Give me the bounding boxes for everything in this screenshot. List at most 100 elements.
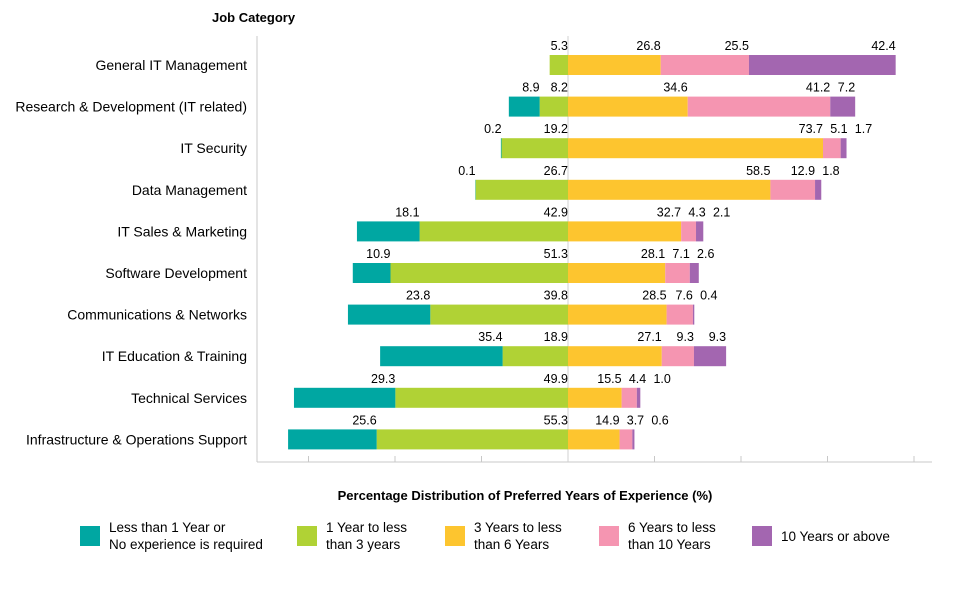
value-label: 7.1: [672, 247, 689, 261]
bar-6-years-to-less-than-10-years: [665, 263, 690, 283]
legend-swatch: [445, 526, 465, 546]
value-label: 42.9: [544, 205, 568, 219]
value-label: 4.4: [629, 372, 646, 386]
row-it-education-training: IT Education & Training 35.4 18.9 27.1 9.3 9.…: [102, 330, 727, 367]
value-label: 1.0: [653, 372, 670, 386]
legend-swatch: [80, 526, 100, 546]
value-label: 34.6: [663, 81, 687, 95]
bar-3-years-to-less-than-6-years: [568, 429, 620, 450]
row-data-management: Data Management 0.1 26.7 58.5 12.9 1.8: [132, 164, 840, 200]
value-label: 18.9: [544, 330, 568, 344]
bar-1-year-to-less-than-3-years: [376, 429, 568, 450]
value-label: 0.1: [458, 164, 475, 178]
legend: Less than 1 Year or No experience is requ…: [80, 520, 890, 552]
value-label: 3.7: [627, 413, 644, 427]
value-label: 51.3: [544, 247, 568, 261]
bar-10-years-or-above: [692, 304, 695, 325]
legend-label: Less than 1 Year or: [109, 520, 226, 535]
category-label: Data Management: [132, 182, 247, 198]
legend-swatch: [297, 526, 317, 546]
value-label: 26.7: [544, 164, 568, 178]
legend-label: 1 Year to less: [326, 520, 407, 535]
value-label: 35.4: [478, 330, 502, 344]
legend-label: 6 Years to less: [628, 520, 716, 535]
legend-item-6-years-to-less-than-10-years: 6 Years to less than 10 Years: [599, 520, 716, 552]
value-label: 7.6: [676, 289, 693, 303]
bar-3-years-to-less-than-6-years: [568, 55, 661, 75]
bar-10-years-or-above: [840, 138, 847, 159]
row-research-development-it-related: Research & Development (IT related) 8.9 8.…: [15, 81, 855, 117]
row-it-sales-marketing: IT Sales & Marketing 18.1 42.9 32.7 4.3 2.1: [117, 205, 730, 242]
value-label: 19.2: [544, 122, 568, 136]
value-label: 8.9: [522, 81, 539, 95]
value-label: 14.9: [595, 413, 619, 427]
row-it-security: IT Security 0.2 19.2 73.7 5.1 1.7: [180, 122, 872, 159]
bar-6-years-to-less-than-10-years: [666, 304, 693, 325]
value-label: 10.9: [366, 247, 390, 261]
row-infrastructure-operations-support: Infrastructure & Operations Support 25.6 5…: [26, 413, 669, 450]
value-label: 25.5: [725, 39, 749, 53]
y-axis-title: Job Category: [212, 10, 296, 25]
bar-3-years-to-less-than-6-years: [568, 387, 622, 408]
bar-6-years-to-less-than-10-years: [621, 387, 637, 408]
bar-less-than-1-year-or-no-experience-is-required: [288, 429, 377, 450]
bar-3-years-to-less-than-6-years: [568, 346, 662, 367]
value-label: 26.8: [636, 39, 660, 53]
x-axis-title: Percentage Distribution of Preferred Yea…: [338, 488, 713, 503]
bar-less-than-1-year-or-no-experience-is-required: [293, 387, 396, 408]
value-label: 0.2: [484, 122, 501, 136]
value-label: 1.7: [855, 122, 872, 136]
category-label: Communications & Networks: [67, 307, 247, 323]
bar-10-years-or-above: [696, 221, 704, 242]
legend-label: than 3 years: [326, 537, 401, 552]
bar-6-years-to-less-than-10-years: [687, 96, 831, 117]
x-axis-ticks: [308, 456, 915, 462]
category-label: IT Security: [180, 140, 247, 156]
bar-1-year-to-less-than-3-years: [419, 221, 568, 242]
bar-6-years-to-less-than-10-years: [661, 346, 694, 367]
category-label: Software Development: [105, 265, 247, 281]
value-label: 27.1: [637, 330, 661, 344]
bar-6-years-to-less-than-10-years: [660, 55, 749, 75]
value-label: 39.8: [544, 289, 568, 303]
bar-1-year-to-less-than-3-years: [395, 387, 568, 408]
bar-1-year-to-less-than-3-years: [502, 346, 568, 367]
value-label: 12.9: [791, 164, 815, 178]
value-label: 29.3: [371, 372, 395, 386]
value-label: 15.5: [597, 372, 621, 386]
bar-3-years-to-less-than-6-years: [568, 304, 667, 325]
legend-label: 10 Years or above: [781, 529, 890, 544]
bar-3-years-to-less-than-6-years: [568, 221, 682, 242]
bar-less-than-1-year-or-no-experience-is-required: [347, 304, 431, 325]
legend-label: No experience is required: [109, 537, 263, 552]
value-label: 0.4: [700, 289, 717, 303]
legend-item-less-than-1-year-or-no-experience-is-required: Less than 1 Year or No experience is requ…: [80, 520, 263, 552]
category-label: Technical Services: [131, 390, 247, 406]
bar-1-year-to-less-than-3-years: [430, 304, 568, 325]
bar-rows: General IT Management 5.3 26.8 25.5 42.4 Rese…: [15, 39, 896, 450]
row-communications-networks: Communications & Networks 23.8 39.8 28.5 7.6…: [67, 289, 718, 325]
value-label: 2.6: [697, 247, 714, 261]
bar-less-than-1-year-or-no-experience-is-required: [380, 346, 503, 367]
bar-10-years-or-above: [830, 96, 856, 117]
bar-10-years-or-above: [693, 346, 727, 367]
bar-1-year-to-less-than-3-years: [475, 179, 568, 200]
row-general-it-management: General IT Management 5.3 26.8 25.5 42.4: [96, 39, 896, 75]
bar-3-years-to-less-than-6-years: [568, 96, 688, 117]
bar-less-than-1-year-or-no-experience-is-required: [356, 221, 420, 242]
value-label: 55.3: [544, 413, 568, 427]
value-label: 9.3: [677, 330, 694, 344]
value-label: 0.6: [651, 413, 668, 427]
value-label: 73.7: [799, 122, 823, 136]
bar-10-years-or-above: [632, 429, 635, 450]
value-label: 28.1: [641, 247, 665, 261]
value-label: 8.2: [551, 81, 568, 95]
category-label: IT Education & Training: [102, 348, 247, 364]
value-label: 5.3: [551, 39, 568, 53]
bar-10-years-or-above: [748, 55, 896, 75]
bar-6-years-to-less-than-10-years: [770, 179, 816, 200]
value-label: 49.9: [544, 372, 568, 386]
legend-item-10-years-or-above: 10 Years or above: [752, 526, 890, 546]
bar-6-years-to-less-than-10-years: [823, 138, 841, 159]
